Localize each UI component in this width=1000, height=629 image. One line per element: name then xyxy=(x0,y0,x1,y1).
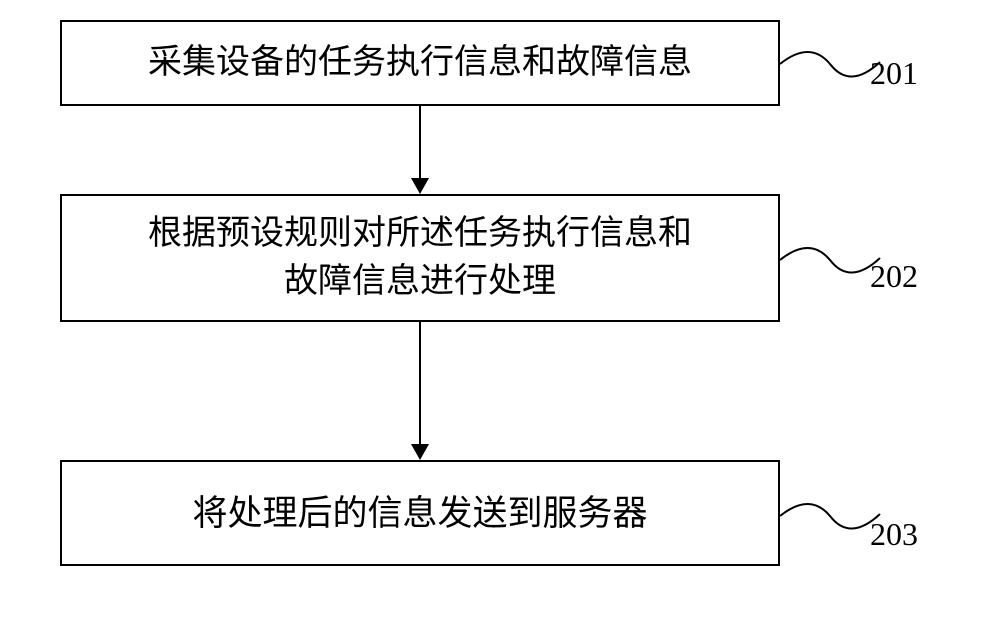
step-box-203: 将处理后的信息发送到服务器 xyxy=(60,460,780,566)
step-box-202: 根据预设规则对所述任务执行信息和 故障信息进行处理 xyxy=(60,194,780,322)
arrow-head xyxy=(411,178,429,194)
label-203-text: 203 xyxy=(870,516,918,552)
arrow-202-to-203 xyxy=(411,322,429,460)
label-202: 202 xyxy=(870,258,918,295)
step-203-text: 将处理后的信息发送到服务器 xyxy=(192,489,647,538)
label-203: 203 xyxy=(870,516,918,553)
arrow-201-to-202 xyxy=(411,106,429,194)
label-201: 201 xyxy=(870,55,918,92)
step-202-text-line1: 根据预设规则对所述任务执行信息和 xyxy=(148,210,692,258)
step-201-text: 采集设备的任务执行信息和故障信息 xyxy=(148,39,692,87)
label-201-text: 201 xyxy=(870,55,918,91)
arrow-line xyxy=(419,106,421,178)
label-202-text: 202 xyxy=(870,258,918,294)
step-box-201: 采集设备的任务执行信息和故障信息 xyxy=(60,20,780,106)
arrow-line xyxy=(419,322,421,444)
step-202-text-line2: 故障信息进行处理 xyxy=(284,258,556,306)
arrow-head xyxy=(411,444,429,460)
